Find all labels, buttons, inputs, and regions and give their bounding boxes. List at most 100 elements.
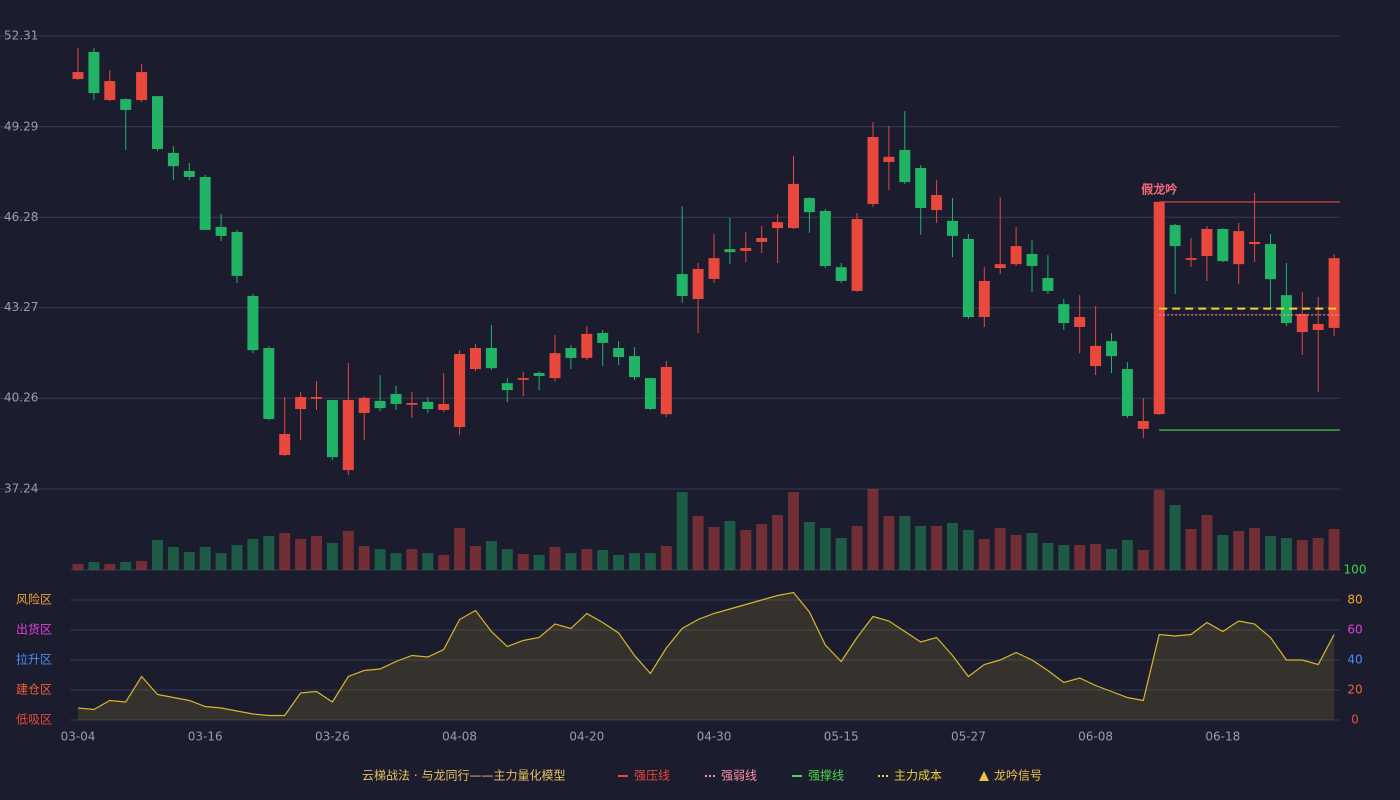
volume-bar [1153, 490, 1165, 570]
candle-body [1121, 369, 1133, 416]
candle-body [152, 96, 163, 150]
candle-body [422, 401, 434, 410]
volume-bar [501, 549, 513, 570]
candle-body [183, 170, 195, 177]
candle-body [947, 220, 958, 236]
volume-bar [183, 552, 195, 570]
indicator-area [78, 592, 1335, 720]
volume-bar [152, 540, 163, 570]
volume-bar [1185, 529, 1197, 570]
volume-bar [1312, 538, 1324, 570]
legend-label: 主力成本 [894, 769, 942, 783]
candle-body [374, 400, 386, 409]
candle-body [1106, 341, 1117, 357]
volume-bar [629, 553, 640, 570]
volume-bar [549, 547, 561, 570]
candle-body [104, 81, 116, 101]
volume-bar [883, 516, 895, 570]
candle-body [597, 332, 609, 343]
volume-bar [724, 521, 736, 570]
volume-bar [1010, 535, 1022, 570]
x-tick-label: 03-26 [315, 730, 350, 744]
zone-label: 出货区 [16, 622, 52, 637]
candle-body [517, 378, 529, 380]
volume-bar [199, 547, 211, 570]
candle-body [136, 72, 148, 101]
candle-body [88, 51, 100, 94]
x-tick-label: 03-16 [188, 730, 223, 744]
candle-body [660, 366, 672, 415]
volume-bar [692, 516, 704, 570]
volume-bar [88, 562, 100, 570]
candle-body [120, 99, 132, 110]
volume-bar [1233, 531, 1245, 570]
candle-body [915, 167, 927, 208]
volume-bar [485, 541, 497, 570]
zone-label: 拉升区 [16, 652, 52, 667]
volume-bar [1280, 538, 1292, 570]
candle-body [549, 353, 561, 379]
volume-bar [1328, 529, 1340, 570]
candle-body [215, 226, 227, 236]
candle-body [438, 403, 450, 410]
zone-label: 建仓区 [16, 683, 52, 697]
volume-bar [867, 489, 879, 570]
volume-bar [517, 554, 529, 570]
candle-body [72, 72, 84, 79]
volume-bar [931, 526, 943, 570]
volume-bar [676, 492, 688, 570]
candle-body [1058, 304, 1070, 324]
candle-body [1328, 258, 1340, 328]
volume-bar [597, 550, 609, 570]
candle-body [724, 249, 736, 253]
x-tick-label: 04-08 [442, 730, 477, 744]
legend-label: 龙吟信号 [994, 768, 1042, 783]
candle-body [756, 238, 768, 242]
volume-bar [915, 526, 927, 570]
candle-body [358, 397, 370, 413]
volume-bar [947, 523, 958, 570]
volume-bar [326, 543, 338, 570]
volume-bar [231, 545, 243, 570]
candle-body [1090, 345, 1102, 367]
volume-bar [835, 538, 847, 570]
volume-bar [1169, 505, 1181, 570]
indicator-tick-label: 100 [1344, 563, 1367, 577]
volume-bar [994, 528, 1006, 570]
volume-bar [1058, 545, 1070, 570]
volume-bar [311, 536, 322, 570]
candle-body [326, 400, 338, 458]
indicator-tick-label: 0 [1351, 713, 1359, 727]
candle-body [1217, 228, 1229, 262]
volume-bar [851, 526, 863, 570]
candle-body [1074, 317, 1086, 327]
candle-body [1042, 277, 1054, 291]
volume-bar [454, 528, 466, 570]
volume-bar [803, 522, 815, 570]
indicator-tick-label: 20 [1347, 683, 1362, 697]
candle-body [978, 280, 990, 318]
indicator-tick-label: 80 [1347, 593, 1362, 607]
candle-body [692, 268, 704, 300]
legend-title: 云梯战法 · 与龙同行——主力量化模型 [362, 769, 565, 783]
candle-body [390, 394, 402, 404]
volume-bar [1296, 540, 1308, 570]
volume-bar [390, 553, 402, 570]
y-tick-label: 37.24 [4, 482, 38, 496]
volume-bar [740, 530, 752, 570]
x-tick-label: 06-18 [1205, 730, 1240, 744]
candle-body [994, 264, 1006, 269]
candle-body [788, 183, 799, 229]
candle-body [247, 296, 259, 351]
candle-body [883, 156, 895, 162]
x-tick-label: 05-15 [824, 730, 859, 744]
candle-body [1137, 421, 1149, 429]
y-tick-label: 46.28 [4, 210, 38, 224]
volume-bar [438, 555, 450, 570]
volume-bar [533, 555, 545, 570]
candle-body [708, 258, 720, 279]
candle-body [1169, 225, 1181, 247]
legend-label: 强撑线 [808, 768, 844, 783]
volume-bar [962, 530, 974, 570]
